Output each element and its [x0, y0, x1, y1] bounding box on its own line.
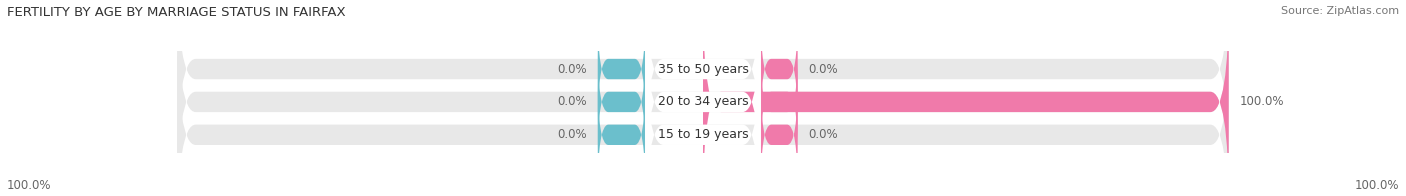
FancyBboxPatch shape — [177, 0, 1229, 196]
FancyBboxPatch shape — [177, 30, 1229, 196]
Text: 100.0%: 100.0% — [7, 179, 52, 192]
Text: 0.0%: 0.0% — [808, 63, 838, 75]
FancyBboxPatch shape — [645, 30, 761, 196]
FancyBboxPatch shape — [598, 46, 645, 157]
FancyBboxPatch shape — [761, 79, 797, 190]
FancyBboxPatch shape — [598, 14, 645, 125]
Text: 35 to 50 years: 35 to 50 years — [658, 63, 748, 75]
Text: FERTILITY BY AGE BY MARRIAGE STATUS IN FAIRFAX: FERTILITY BY AGE BY MARRIAGE STATUS IN F… — [7, 6, 346, 19]
Text: 15 to 19 years: 15 to 19 years — [658, 128, 748, 141]
Text: 20 to 34 years: 20 to 34 years — [658, 95, 748, 108]
Text: 100.0%: 100.0% — [1239, 95, 1284, 108]
Text: 0.0%: 0.0% — [808, 128, 838, 141]
FancyBboxPatch shape — [177, 0, 1229, 174]
FancyBboxPatch shape — [598, 79, 645, 190]
FancyBboxPatch shape — [645, 0, 761, 174]
Text: 0.0%: 0.0% — [558, 128, 588, 141]
FancyBboxPatch shape — [645, 0, 761, 196]
Text: 0.0%: 0.0% — [558, 63, 588, 75]
Text: Source: ZipAtlas.com: Source: ZipAtlas.com — [1281, 6, 1399, 16]
FancyBboxPatch shape — [703, 0, 1229, 196]
Text: 100.0%: 100.0% — [1354, 179, 1399, 192]
Text: 0.0%: 0.0% — [558, 95, 588, 108]
FancyBboxPatch shape — [761, 46, 797, 157]
FancyBboxPatch shape — [761, 14, 797, 125]
